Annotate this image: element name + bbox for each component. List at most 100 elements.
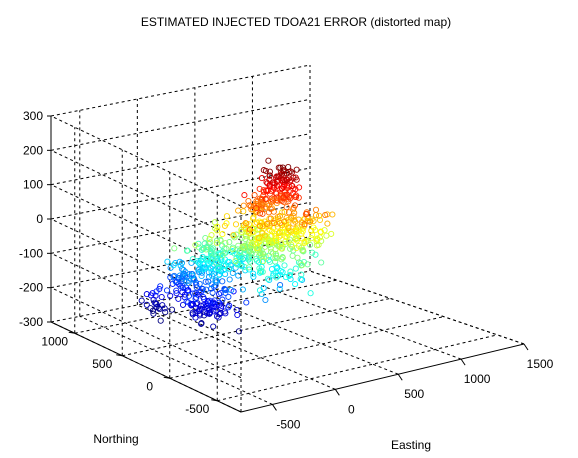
data-point (261, 232, 268, 239)
data-point (223, 245, 230, 252)
data-point (255, 235, 262, 242)
y-tick-label: 500 (92, 357, 112, 371)
wall-grid-line (50, 149, 242, 241)
data-point (226, 239, 233, 246)
data-point (210, 308, 217, 315)
data-point (221, 222, 228, 229)
data-point (253, 245, 260, 252)
data-point (308, 227, 315, 234)
data-point (208, 268, 215, 275)
data-point (228, 287, 235, 294)
x-tick-label: 1000 (464, 372, 491, 386)
data-point (256, 223, 264, 230)
x-tick-label: 0 (348, 402, 355, 416)
data-point (269, 250, 277, 257)
data-point (232, 221, 240, 228)
data-point (196, 260, 203, 267)
data-point (273, 235, 280, 242)
data-point (250, 214, 257, 221)
x-tick-label: -500 (276, 417, 300, 431)
x-tick (272, 404, 277, 411)
data-point (192, 295, 199, 302)
data-point (279, 228, 286, 235)
data-point (281, 262, 288, 269)
data-point (235, 272, 242, 279)
data-point (283, 204, 290, 211)
data-point (164, 258, 171, 265)
data-point (180, 266, 187, 274)
data-point (291, 202, 299, 209)
data-point (210, 323, 217, 330)
z-tick-label: 300 (23, 109, 43, 123)
data-point (265, 237, 272, 244)
data-point (281, 218, 288, 225)
data-point (225, 293, 232, 300)
y-tick (68, 331, 75, 334)
data-point (158, 293, 165, 301)
data-point (252, 220, 259, 227)
data-point (278, 245, 285, 252)
data-point (202, 234, 209, 242)
data-point (259, 201, 266, 209)
y-tick-label: -500 (185, 402, 209, 416)
data-point (241, 244, 248, 251)
data-point (262, 296, 269, 304)
z-tick-label: 100 (23, 178, 43, 192)
data-point (229, 246, 236, 253)
data-point (316, 216, 324, 224)
data-point (274, 264, 281, 271)
data-point (268, 199, 275, 206)
data-point (301, 239, 308, 247)
data-point (241, 254, 248, 261)
data-point (245, 225, 252, 232)
data-point (143, 301, 150, 308)
data-point (324, 220, 331, 227)
data-point (238, 228, 245, 235)
data-point (242, 233, 249, 240)
data-point (176, 275, 183, 282)
data-point (267, 215, 274, 222)
data-point (264, 220, 271, 228)
data-point (189, 256, 196, 263)
data-point (283, 194, 290, 201)
x-tick-label: 1500 (527, 357, 554, 371)
data-point (246, 202, 253, 209)
data-point (266, 176, 273, 183)
data-point (209, 272, 216, 279)
data-point (246, 229, 253, 236)
data-point (298, 222, 305, 229)
data-point (152, 292, 159, 299)
data-point (221, 245, 228, 252)
data-point (203, 301, 210, 308)
data-point (322, 211, 329, 219)
data-point (287, 195, 294, 202)
data-point (196, 280, 203, 287)
data-point (240, 202, 247, 209)
data-point (283, 191, 291, 198)
y-tick (163, 376, 170, 379)
data-point (285, 163, 292, 171)
data-point (318, 259, 325, 266)
data-point (266, 258, 273, 265)
box-edge (309, 270, 525, 345)
data-point (207, 299, 214, 306)
data-point (258, 290, 265, 298)
data-point (266, 168, 273, 175)
data-point (213, 237, 221, 244)
data-point (236, 249, 243, 256)
data-point (222, 289, 229, 296)
data-point (246, 264, 253, 271)
y-axis-label: Northing (93, 432, 138, 446)
data-point (282, 274, 289, 281)
data-point (173, 290, 180, 297)
data-point (279, 269, 286, 276)
data-point (277, 281, 284, 289)
data-point (277, 164, 284, 171)
data-point (264, 188, 271, 195)
data-points (138, 157, 336, 335)
data-point (213, 240, 220, 247)
data-point (264, 180, 271, 187)
data-point (304, 261, 311, 268)
z-tick-label: 200 (23, 143, 43, 157)
data-point (213, 307, 220, 314)
